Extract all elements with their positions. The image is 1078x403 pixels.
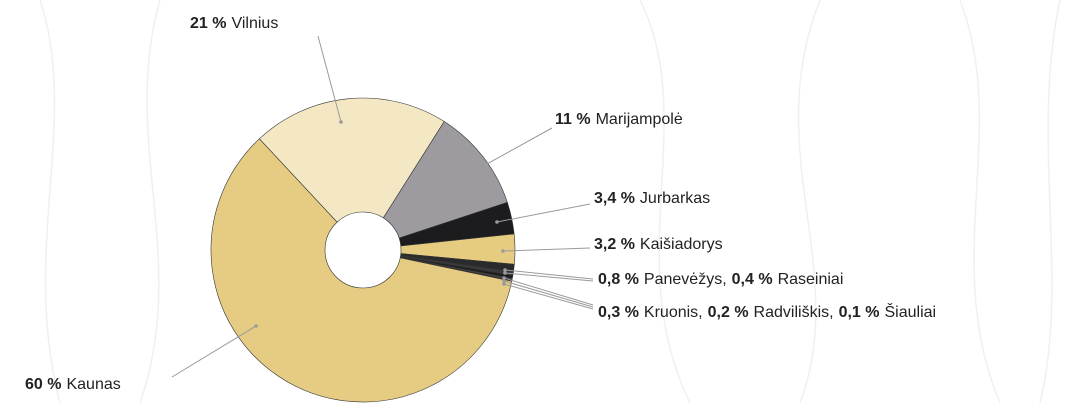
category-label: Marijampolė — [596, 111, 683, 128]
value-label: 21 % — [190, 15, 226, 32]
slice-label: 3,2 % Kaišiadorys — [594, 236, 723, 253]
slice-label: 21 % Vilnius — [190, 15, 278, 32]
slice-label: 3,4 % Jurbarkas — [594, 190, 710, 207]
category-label: Raseiniai — [778, 271, 844, 288]
category-label: Kaunas — [66, 376, 120, 393]
leader-line — [503, 280, 594, 308]
value-label: 0,4 % — [732, 271, 773, 288]
slice-label: 11 % Marijampolė — [555, 111, 683, 128]
separator: , — [829, 304, 833, 321]
value-label: 0,3 % — [598, 304, 639, 321]
leader-line — [475, 127, 553, 171]
value-label: 0,8 % — [598, 271, 639, 288]
leader-line — [171, 325, 257, 378]
slice-label: 0,3 % Kruonis, 0,2 % Radviliškis, 0,1 % Šiaul… — [598, 302, 936, 321]
value-label: 60 % — [25, 376, 61, 393]
separator: , — [698, 304, 702, 321]
category-label: Kaišiadorys — [640, 236, 723, 253]
leader-line — [503, 277, 594, 306]
leader-dot — [503, 268, 507, 272]
category-label: Radviliškis — [754, 304, 830, 321]
leader-dot — [502, 276, 506, 280]
leader-dot — [339, 120, 343, 124]
leader-dot — [474, 168, 478, 172]
background-pattern — [39, 0, 1061, 403]
leader-line — [502, 247, 591, 252]
leader-line — [503, 283, 594, 310]
slice-label: 0,8 % Panevėžys, 0,4 % Raseiniai — [598, 271, 843, 288]
pie — [210, 97, 516, 403]
category-label: Panevėžys — [644, 271, 722, 288]
value-label: 0,1 % — [839, 304, 880, 321]
category-label: Kruonis — [644, 304, 698, 321]
leader-dot — [503, 271, 507, 275]
slice — [362, 121, 508, 251]
slice — [258, 97, 445, 251]
leader-dot — [502, 282, 506, 286]
separator: , — [722, 271, 726, 288]
category-label: Jurbarkas — [640, 190, 710, 207]
leader-dot — [495, 220, 499, 224]
leader-dot — [502, 279, 506, 283]
category-label: Vilnius — [231, 15, 278, 32]
leader-dot — [254, 324, 258, 328]
donut-hole — [324, 211, 402, 289]
value-label: 11 % — [555, 111, 591, 128]
leader-line — [496, 203, 591, 223]
category-label: Šiauliai — [885, 302, 937, 321]
slice-label: 60 % Kaunas — [25, 376, 121, 393]
value-label: 0,2 % — [708, 304, 749, 321]
value-label: 3,4 % — [594, 190, 635, 207]
leader-dot — [501, 249, 505, 253]
value-label: 3,2 % — [594, 236, 635, 253]
leader-line — [504, 269, 594, 280]
leader-line — [504, 272, 594, 282]
labels: 21 % Vilnius 11 % Marijampolė 3,4 % Jurbarkas… — [25, 15, 936, 393]
leader-line — [317, 35, 342, 123]
